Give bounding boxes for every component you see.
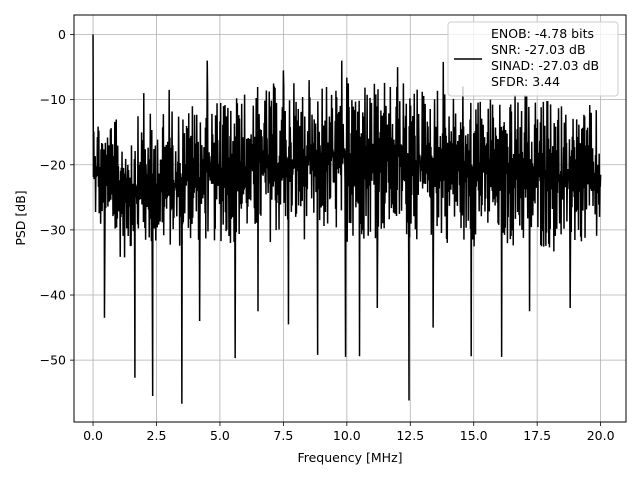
y-tick-label: 0 [58, 27, 66, 42]
x-tick-label: 17.5 [523, 428, 551, 443]
x-tick-label: 2.5 [147, 428, 167, 443]
x-tick-label: 0.0 [83, 428, 103, 443]
x-axis-ticks: 0.0 2.5 5.0 7.5 10.0 12.5 15.0 17.5 20.0 [83, 422, 615, 443]
x-tick-label: 15.0 [460, 428, 488, 443]
psd-series-line [92, 34, 602, 404]
y-tick-label: −30 [40, 222, 66, 237]
y-tick-label: −10 [40, 92, 66, 107]
y-axis-ticks: 0 −10 −20 −30 −40 −50 [40, 27, 74, 368]
x-tick-label: 5.0 [210, 428, 230, 443]
y-axis-label: PSD [dB] [13, 190, 28, 245]
y-tick-label: −40 [40, 288, 66, 303]
legend-line-sinad: SINAD: -27.03 dB [491, 58, 599, 73]
x-tick-label: 12.5 [396, 428, 424, 443]
plot-frame [73, 14, 627, 423]
plot-series-group [92, 34, 602, 404]
legend-line-enob: ENOB: -4.78 bits [491, 26, 594, 41]
x-axis-label: Frequency [MHz] [297, 450, 402, 465]
y-tick-label: −20 [40, 157, 66, 172]
legend-line-sfdr: SFDR: 3.44 [491, 74, 560, 89]
x-tick-label: 7.5 [273, 428, 293, 443]
legend-line-snr: SNR: -27.03 dB [491, 42, 586, 57]
legend: ENOB: -4.78 bits SNR: -27.03 dB SINAD: -… [447, 21, 619, 97]
legend-box [447, 21, 619, 97]
x-tick-label: 20.0 [587, 428, 615, 443]
x-tick-label: 10.0 [333, 428, 361, 443]
y-tick-label: −50 [40, 353, 66, 368]
